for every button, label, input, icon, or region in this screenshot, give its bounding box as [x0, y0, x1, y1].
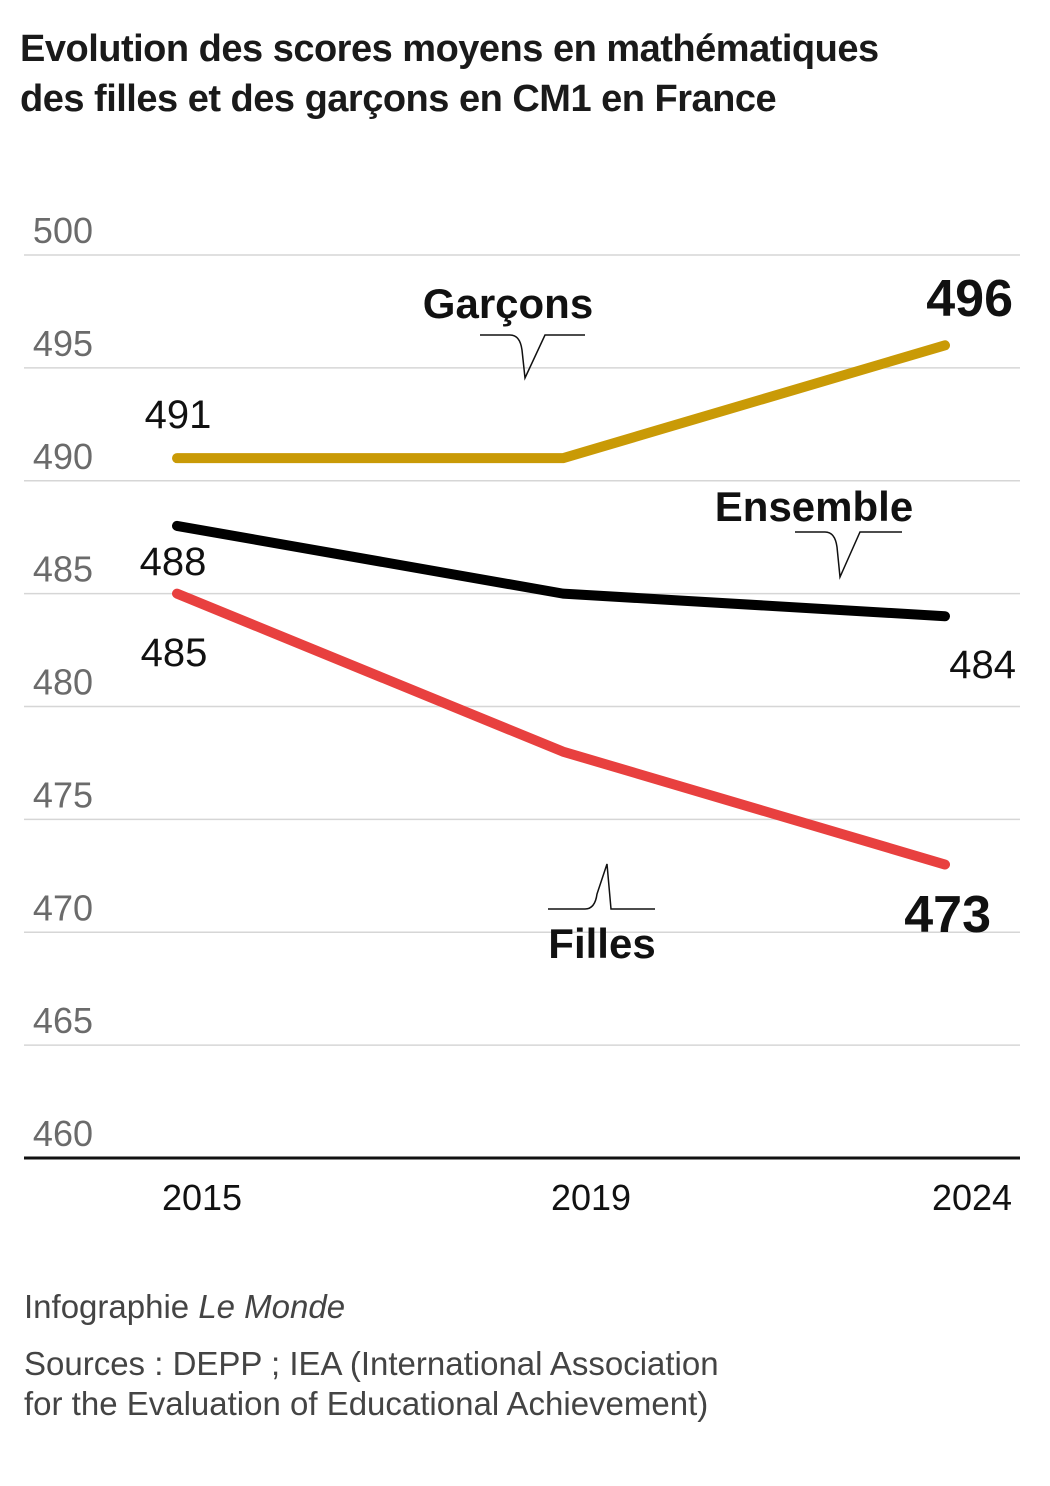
series-name-filles: Filles	[548, 920, 655, 967]
sources: Sources : DEPP ; IEA (International Asso…	[24, 1344, 824, 1424]
data-label-filles-2024: 473	[904, 886, 991, 944]
y-tick-label: 490	[33, 436, 93, 477]
sources-line-1: Sources : DEPP ; IEA (International Asso…	[24, 1345, 719, 1382]
series-line-ensemble	[172, 520, 950, 622]
filles-connector	[548, 863, 655, 910]
ensemble-connector	[795, 531, 902, 580]
title-line-1: Evolution des scores moyens en mathémati…	[20, 28, 879, 70]
series-name-garcons: Garçons	[423, 280, 593, 327]
chart-title: Evolution des scores moyens en mathémati…	[20, 24, 879, 124]
data-label-garcons-2015: 491	[145, 393, 212, 437]
series-line-filles	[172, 588, 950, 870]
data-label-garcons-2024: 496	[926, 270, 1013, 328]
series-name-ensemble: Ensemble	[715, 483, 913, 530]
series-line-garcons	[172, 340, 950, 464]
data-label-ensemble-2015: 488	[140, 540, 207, 584]
data-label-filles-2015: 485	[141, 631, 208, 675]
credit-brand: Le Monde	[198, 1288, 346, 1325]
y-tick-label: 470	[33, 887, 93, 928]
sources-line-2: for the Evaluation of Educational Achiev…	[24, 1385, 709, 1422]
y-tick-label: 480	[33, 662, 93, 703]
y-tick-label: 485	[33, 549, 93, 590]
x-tick-label: 2015	[162, 1177, 242, 1218]
x-tick-label: 2019	[551, 1177, 631, 1218]
y-tick-label: 495	[33, 323, 93, 364]
y-tick-label: 460	[33, 1113, 93, 1154]
credit: Infographie Le Monde	[24, 1288, 345, 1326]
data-label-ensemble-2024: 484	[949, 643, 1016, 687]
y-tick-label: 500	[33, 210, 93, 251]
y-tick-label: 465	[33, 1000, 93, 1041]
y-tick-label: 475	[33, 774, 93, 815]
x-tick-label: 2024	[932, 1177, 1012, 1218]
credit-prefix: Infographie	[24, 1288, 199, 1325]
garcons-connector	[480, 334, 585, 381]
title-line-2: des filles et des garçons en CM1 en Fran…	[20, 78, 777, 120]
